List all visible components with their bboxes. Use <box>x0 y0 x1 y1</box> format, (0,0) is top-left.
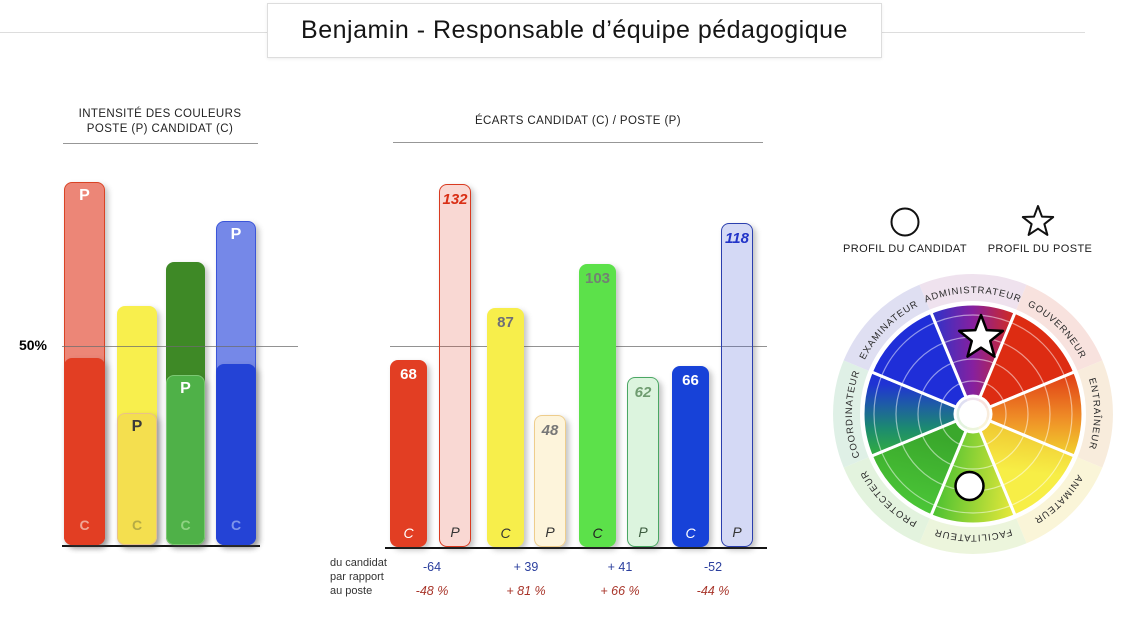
ecarts-title-underline <box>393 142 763 143</box>
ecarts-baseline-axis <box>385 547 767 549</box>
bar-ecart-yellow-c: 87 C <box>487 307 524 547</box>
poste-bar-label: P <box>131 418 143 435</box>
bar-letter: C <box>592 525 603 541</box>
poste-bar-label: P <box>180 379 191 397</box>
bar-letter: P <box>732 524 742 540</box>
bar-value: 118 <box>725 229 749 247</box>
poste-bar-label: P <box>79 187 90 204</box>
page-title: Benjamin - Responsable d’équipe pédagogi… <box>267 3 882 58</box>
intensity-chart-title-line2: POSTE (P) CANDIDAT (C) <box>86 123 234 135</box>
bar-intensity-green-front: P <box>166 374 205 545</box>
bar-letter: C <box>685 525 696 541</box>
candidate-bar-label-green: C <box>180 517 191 533</box>
poste-marker-star <box>957 313 1005 358</box>
intensity-baseline-axis <box>62 545 260 547</box>
bar-value: 68 <box>400 366 417 383</box>
bar-value: 48 <box>541 422 559 439</box>
candidate-bar-label-red: C <box>79 517 90 533</box>
fifty-percent-label: 50% <box>18 337 48 353</box>
bar-ecart-blue-p: 118 P <box>721 222 753 547</box>
poste-legend-label: PROFIL DU POSTE <box>987 243 1093 255</box>
wheel-grid-rings <box>873 314 1073 514</box>
svg-text:ENTRAÎNEUR: ENTRAÎNEUR <box>1086 377 1102 452</box>
bar-intensity-yellow-front: P <box>117 413 157 545</box>
bar-ecart-yellow-p: 48 P <box>534 415 566 547</box>
wedge-entraineur <box>988 370 1085 458</box>
star-icon <box>1021 205 1055 236</box>
profile-wheel: ADMINISTRATEUR GOUVERNEUR ENTRAÎNEUR ANI… <box>833 274 1113 554</box>
ecarts-footer-note: du candidat par rapport au poste <box>330 556 392 598</box>
bar-letter: C <box>403 525 414 541</box>
bar-value: 66 <box>682 371 699 389</box>
svg-text:COORDINATEUR: COORDINATEUR <box>843 368 862 459</box>
bar-value: 62 <box>634 383 652 401</box>
pct-value: + 66 % <box>600 584 640 598</box>
diff-value: + 41 <box>607 560 633 574</box>
footer-note-line3: au poste <box>330 585 373 597</box>
bar-value: 132 <box>442 191 468 208</box>
wheel-label-coordinateur: COORDINATEUR <box>843 368 861 459</box>
poste-bar-label: P <box>230 225 242 243</box>
bar-value: 103 <box>584 269 611 287</box>
intensity-title-underline <box>63 143 258 144</box>
ecarts-chart-title: ÉCARTS CANDIDAT (C) / POSTE (P) <box>474 115 681 127</box>
diff-value: -52 <box>703 560 723 574</box>
candidate-legend-icon <box>890 207 920 237</box>
intensity-chart-title-line1: INTENSITÉ DES COULEURS <box>78 108 242 120</box>
fifty-percent-line-left <box>62 346 298 347</box>
candidate-bar-label-yellow: C <box>131 517 143 533</box>
pct-value: + 81 % <box>506 584 546 598</box>
fifty-percent-line-mid <box>390 346 767 347</box>
pct-value: -44 % <box>696 584 730 598</box>
bar-ecart-green-c: 103 C <box>579 263 616 547</box>
poste-legend-icon <box>1021 205 1055 236</box>
bar-ecart-green-p: 62 P <box>627 376 659 547</box>
wheel-center <box>959 400 987 428</box>
pct-value: -48 % <box>415 584 449 598</box>
candidate-marker-circle <box>954 470 985 502</box>
bar-letter: P <box>638 524 648 540</box>
candidate-bar-label-blue: C <box>230 517 242 533</box>
bar-intensity-red-front <box>64 358 105 545</box>
bar-letter: P <box>545 524 555 540</box>
bar-ecart-red-c: 68 C <box>390 360 427 547</box>
bar-letter: P <box>450 524 460 540</box>
ring-separator <box>860 301 1086 527</box>
circle-icon <box>890 207 920 237</box>
footer-note-line1: du candidat <box>330 557 387 569</box>
bar-ecart-blue-c: 66 C <box>672 365 709 547</box>
diff-value: + 39 <box>513 560 539 574</box>
wheel-label-entraineur: ENTRAÎNEUR <box>1086 377 1101 452</box>
candidate-legend-label: PROFIL DU CANDIDAT <box>843 243 967 255</box>
bar-ecart-red-p: 132 P <box>439 184 471 547</box>
bar-value: 87 <box>497 313 514 331</box>
bar-intensity-blue-front <box>216 363 256 545</box>
diff-value: -64 <box>422 560 442 574</box>
footer-note-line2: par rapport <box>330 571 384 583</box>
bar-letter: C <box>500 525 511 541</box>
wedge-coordinateur <box>861 370 958 458</box>
